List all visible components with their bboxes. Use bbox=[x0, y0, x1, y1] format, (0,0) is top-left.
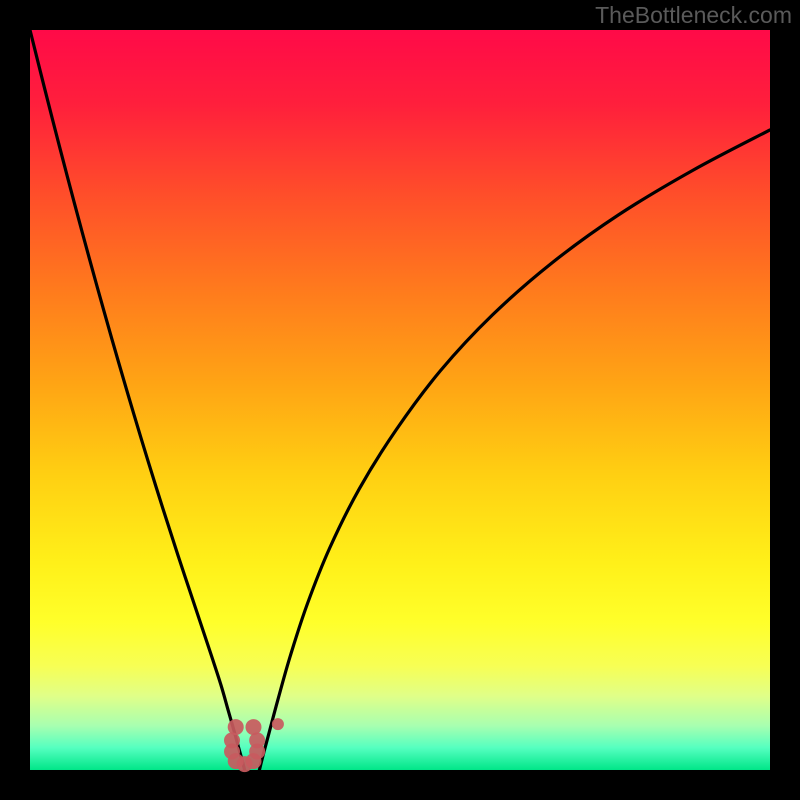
chart-container: TheBottleneck.com bbox=[0, 0, 800, 800]
bottleneck-chart bbox=[0, 0, 800, 800]
plot-background bbox=[30, 30, 770, 770]
marker-dot bbox=[272, 718, 284, 730]
marker-dot bbox=[245, 719, 261, 735]
watermark-text: TheBottleneck.com bbox=[595, 2, 792, 29]
